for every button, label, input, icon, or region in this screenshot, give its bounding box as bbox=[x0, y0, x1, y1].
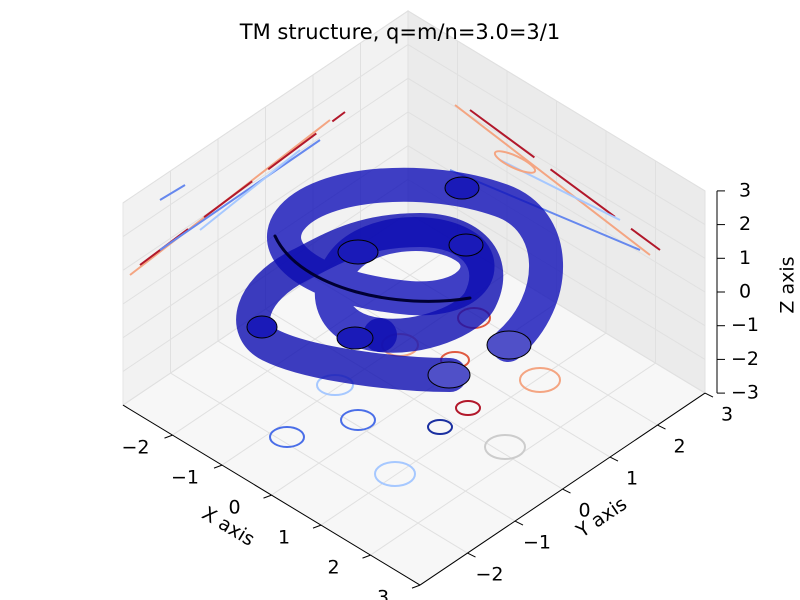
y-tick-label: −1 bbox=[523, 532, 551, 554]
x-tick bbox=[213, 464, 223, 469]
tube-edge bbox=[273, 234, 472, 303]
grid-line bbox=[122, 77, 409, 271]
tube-section bbox=[246, 315, 278, 339]
contour bbox=[159, 139, 321, 251]
wall-contours bbox=[129, 104, 661, 276]
x-tick bbox=[362, 554, 371, 559]
grid-line bbox=[122, 10, 409, 204]
chart-title: TM structure, q=m/n=3.0=3/1 bbox=[239, 20, 560, 44]
grid-line bbox=[407, 111, 706, 293]
x-tick-label: 2 bbox=[327, 557, 339, 579]
x-axis-line bbox=[122, 404, 421, 586]
contour bbox=[427, 419, 453, 435]
y-tick bbox=[704, 392, 714, 398]
z-tick-label: 0 bbox=[739, 281, 751, 303]
grid-line bbox=[170, 372, 468, 554]
y-tick bbox=[609, 456, 619, 462]
x-tick bbox=[263, 494, 272, 499]
grid-line bbox=[122, 111, 409, 305]
x-tick bbox=[411, 584, 421, 589]
contour bbox=[469, 109, 661, 251]
y-tick bbox=[467, 552, 476, 558]
contour bbox=[374, 461, 416, 487]
y-tick-label: 2 bbox=[673, 436, 685, 458]
y-tick bbox=[657, 424, 666, 430]
y-tick-label: −2 bbox=[475, 564, 503, 586]
y-axis-line bbox=[419, 392, 706, 586]
contour bbox=[269, 426, 305, 448]
contour bbox=[454, 104, 651, 256]
tube bbox=[236, 167, 564, 392]
contour bbox=[484, 434, 526, 460]
y-tick-label: 1 bbox=[626, 468, 638, 490]
y-tick-label: 0 bbox=[578, 500, 590, 522]
contour bbox=[340, 409, 376, 431]
y-tick-label: 3 bbox=[721, 404, 733, 426]
z-tick-label: −3 bbox=[731, 382, 759, 404]
tube-section bbox=[337, 239, 379, 265]
grid-line bbox=[122, 44, 409, 238]
tube-end bbox=[427, 361, 471, 389]
x-tick-label: 0 bbox=[228, 497, 240, 519]
z-tick-label: 2 bbox=[739, 213, 751, 235]
z-tick-label: 1 bbox=[739, 247, 751, 269]
y-tick bbox=[514, 520, 524, 526]
grid-line bbox=[217, 340, 516, 522]
z-tick-label: 3 bbox=[739, 179, 751, 201]
x-tick bbox=[312, 524, 322, 529]
tube-section bbox=[444, 176, 480, 200]
contour bbox=[159, 184, 186, 201]
contour bbox=[199, 149, 301, 231]
x-tick-label: 3 bbox=[377, 587, 389, 600]
grid-line bbox=[407, 10, 706, 192]
tube-section bbox=[336, 326, 374, 350]
contour bbox=[455, 400, 481, 416]
y-tick bbox=[562, 488, 571, 494]
grid-line bbox=[265, 308, 563, 490]
grid-line bbox=[407, 77, 706, 259]
x-tick-label: 1 bbox=[278, 527, 290, 549]
contour bbox=[519, 367, 561, 393]
tube-segment bbox=[236, 212, 504, 392]
z-tick-label: −1 bbox=[731, 314, 759, 336]
tube-section bbox=[448, 233, 484, 257]
grid-line bbox=[407, 44, 706, 226]
z-tick-label: −2 bbox=[731, 348, 759, 370]
x-tick-label: −1 bbox=[171, 467, 199, 489]
contour bbox=[493, 150, 537, 174]
tube-end bbox=[486, 330, 532, 360]
x-tick bbox=[164, 434, 173, 439]
x-tick-label: −2 bbox=[121, 437, 149, 459]
z-axis-label: Z axis bbox=[777, 256, 799, 313]
